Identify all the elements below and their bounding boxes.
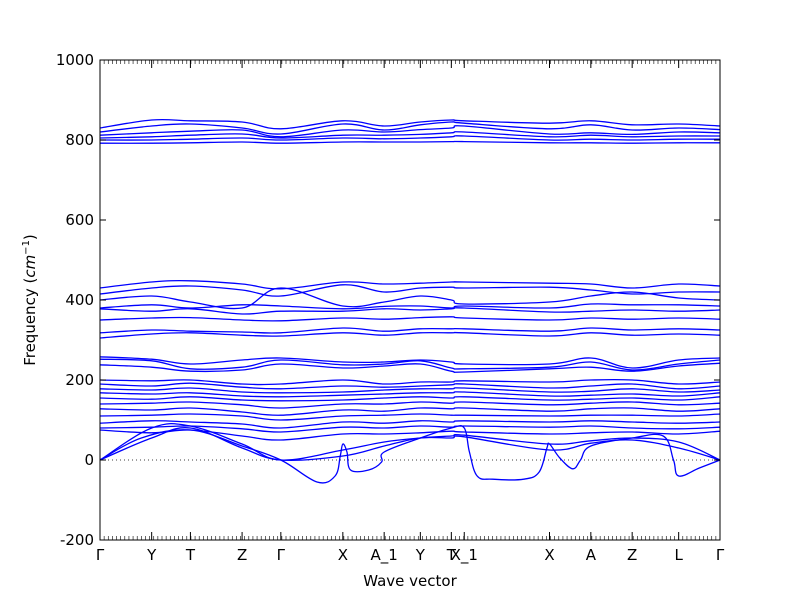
band-line-18 <box>100 378 720 386</box>
x-tick-label: Y <box>146 546 157 564</box>
band-line-7 <box>100 280 720 290</box>
x-tick-label: L <box>674 546 683 564</box>
band-line-20 <box>100 387 720 394</box>
band-line-11 <box>100 307 720 315</box>
x-tick-label: A_1 <box>371 546 398 565</box>
y-axis-label-text: Frequency ( <box>21 278 39 366</box>
y-tick-label: 800 <box>65 131 94 149</box>
y-axis-ticks: -200 0 200 400 600 800 1000 <box>56 51 720 549</box>
x-tick-label: X_1 <box>451 546 478 565</box>
y-tick-label: 600 <box>65 211 94 229</box>
band-line-23 <box>100 401 720 409</box>
band-line-9 <box>100 287 720 310</box>
x-tick-label: X <box>544 546 554 564</box>
x-tick-label: Z <box>627 546 637 564</box>
band-line-8 <box>100 284 720 297</box>
y-tick-label: 1000 <box>56 51 94 69</box>
band-line-6 <box>100 140 720 144</box>
x-tick-label: A <box>586 546 597 564</box>
x-tick-label: Γ <box>716 546 725 564</box>
y-axis-label-close: ) <box>21 234 39 240</box>
band-line-25 <box>100 413 720 421</box>
y-tick-label: 200 <box>65 371 94 389</box>
band-line-27 <box>100 425 720 433</box>
band-line-2 <box>100 121 720 135</box>
x-tick-label: X <box>338 546 348 564</box>
band-line-1 <box>100 118 720 130</box>
band-line-5 <box>100 135 720 141</box>
band-line-24 <box>100 407 720 416</box>
band-line-12 <box>100 316 720 322</box>
band-line-17 <box>100 362 720 373</box>
band-line-19 <box>100 382 720 390</box>
plot-frame <box>99 59 721 541</box>
x-minor-ticks <box>99 60 721 540</box>
y-axis-label: Frequency (cm−1) <box>21 234 39 366</box>
y-axis-label-exponent: −1 <box>21 240 32 255</box>
y-tick-label: -200 <box>60 531 94 549</box>
band-line-13 <box>100 327 720 334</box>
x-axis-ticks: Γ Y T Z Γ X A_1 Y TX_1 X A Z L Γ <box>96 60 725 565</box>
band-lines <box>100 118 720 484</box>
x-tick-label: T <box>185 546 196 564</box>
x-tick-label: Γ <box>96 546 105 564</box>
band-line-28 <box>100 429 720 441</box>
y-tick-label: 400 <box>65 291 94 309</box>
band-line-26 <box>100 420 720 429</box>
x-tick-label: Z <box>237 546 247 564</box>
band-line-22 <box>100 396 720 402</box>
y-axis-label-unit: cm <box>21 255 39 278</box>
band-line-16 <box>100 358 720 371</box>
band-line-15 <box>100 356 720 369</box>
band-line-31 <box>100 424 720 484</box>
band-line-3 <box>100 125 720 138</box>
x-tick-label: Γ <box>277 546 286 564</box>
band-line-10 <box>100 303 720 310</box>
x-tick-label: T <box>446 546 457 564</box>
y-tick-label: 0 <box>84 451 94 469</box>
band-line-14 <box>100 331 720 339</box>
x-axis-label: Wave vector <box>363 572 457 590</box>
x-tick-label: Y <box>415 546 426 564</box>
band-line-4 <box>100 131 720 139</box>
band-line-21 <box>100 391 720 398</box>
